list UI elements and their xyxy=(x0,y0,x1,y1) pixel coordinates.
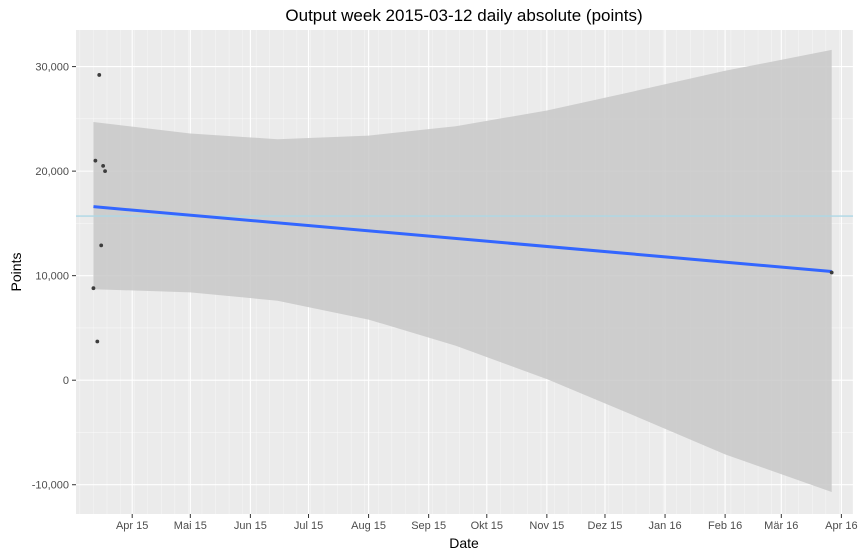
x-tick-label: Aug 15 xyxy=(351,520,386,532)
trend-line xyxy=(93,205,832,273)
x-tick-label: Feb 16 xyxy=(708,520,742,532)
y-axis-title: Points xyxy=(8,253,24,292)
y-tick-label: 0 xyxy=(63,375,69,387)
x-tick-label: Sep 15 xyxy=(411,520,446,532)
data-points xyxy=(91,73,834,344)
data-point xyxy=(101,163,106,168)
data-point xyxy=(91,286,96,291)
x-tick-label: Nov 15 xyxy=(529,520,564,532)
y-tick-label: 20,000 xyxy=(35,166,69,178)
x-tick-label: Jul 15 xyxy=(294,520,323,532)
confidence-band xyxy=(93,49,832,493)
data-point xyxy=(95,339,100,344)
x-axis: Apr 15 Mai 15 Jun 15 Jul 15 Aug 15 Sep 15 Okt … xyxy=(116,514,858,532)
data-point xyxy=(97,73,102,77)
x-tick-label: Jun 15 xyxy=(234,520,267,532)
x-tick-label: Mär 16 xyxy=(764,520,798,532)
x-axis-title: Date xyxy=(449,535,479,551)
chart-title: Output week 2015-03-12 daily absolute (p… xyxy=(285,6,642,25)
y-tick-label: -10,000 xyxy=(32,480,69,492)
x-tick-label: Okt 15 xyxy=(471,520,503,532)
data-point xyxy=(99,243,104,248)
data-point xyxy=(829,270,834,275)
data-point xyxy=(103,169,107,174)
x-tick-label: Jan 16 xyxy=(649,520,682,532)
x-tick-label: Apr 15 xyxy=(116,520,148,532)
x-tick-label: Mai 15 xyxy=(174,520,207,532)
y-tick-label: 30,000 xyxy=(35,62,69,74)
y-tick-label: 10,000 xyxy=(35,271,69,283)
data-point xyxy=(93,158,98,163)
x-tick-label: Dez 15 xyxy=(588,520,623,532)
x-tick-label: Apr 16 xyxy=(825,520,857,532)
y-axis: -10,000 0 10,000 20,000 30,000 xyxy=(32,62,76,492)
